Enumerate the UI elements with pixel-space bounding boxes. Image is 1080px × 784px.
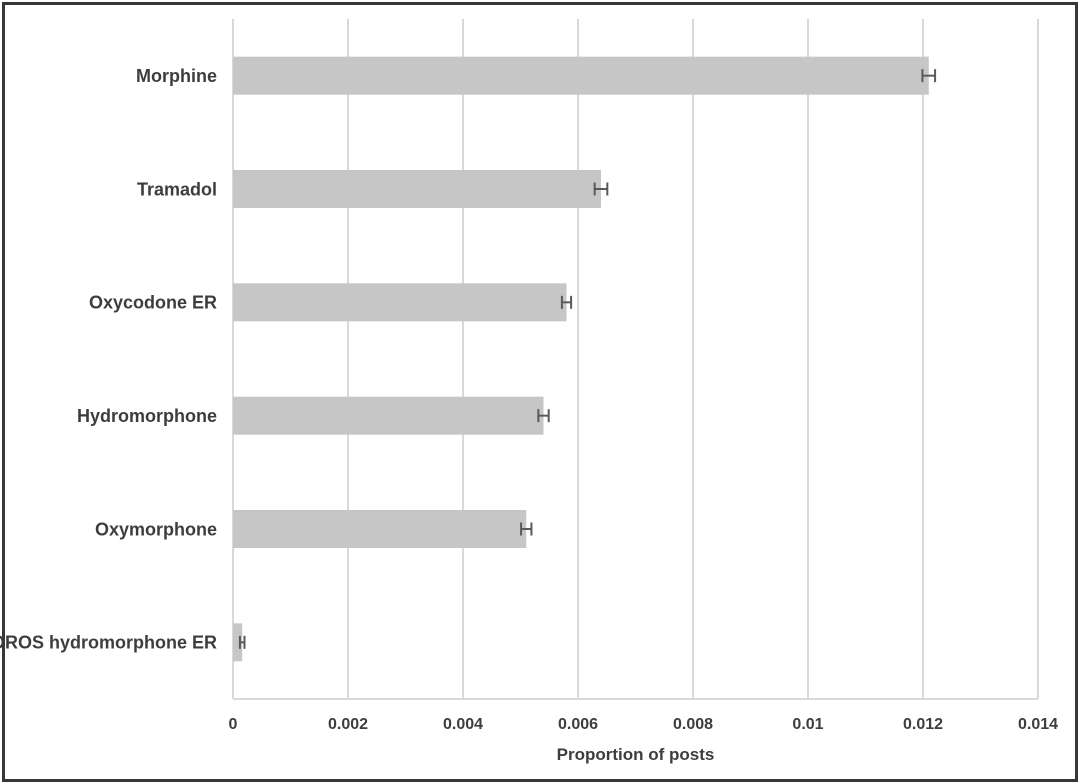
x-tick-label-0.004: 0.004 xyxy=(443,716,483,733)
category-label-oxycodone-er: Oxycodone ER xyxy=(89,293,217,313)
bar-oxymorphone xyxy=(233,510,527,548)
x-tick-label-0.008: 0.008 xyxy=(673,716,713,733)
x-tick-label-0.002: 0.002 xyxy=(328,716,368,733)
x-tick-label-0.014: 0.014 xyxy=(1018,716,1058,733)
bar-oxycodone-er xyxy=(233,283,567,322)
category-label-oros-hydromorphone-er: OROS hydromorphone ER xyxy=(0,633,217,653)
x-tick-label-0: 0 xyxy=(229,716,238,733)
bar-tramadol xyxy=(233,170,601,208)
x-tick-label-0.006: 0.006 xyxy=(558,716,598,733)
bar-morphine xyxy=(233,56,929,95)
category-label-oxymorphone: Oxymorphone xyxy=(95,519,217,539)
x-axis-title: Proportion of posts xyxy=(557,745,715,764)
category-label-morphine: Morphine xyxy=(136,66,217,86)
category-label-tramadol: Tramadol xyxy=(137,179,217,199)
x-tick-label-0.012: 0.012 xyxy=(903,716,943,733)
bar-hydromorphone xyxy=(233,396,544,435)
x-tick-label-0.01: 0.01 xyxy=(792,716,823,733)
category-label-hydromorphone: Hydromorphone xyxy=(77,406,217,426)
bar-oros-hydromorphone-er xyxy=(233,623,243,662)
